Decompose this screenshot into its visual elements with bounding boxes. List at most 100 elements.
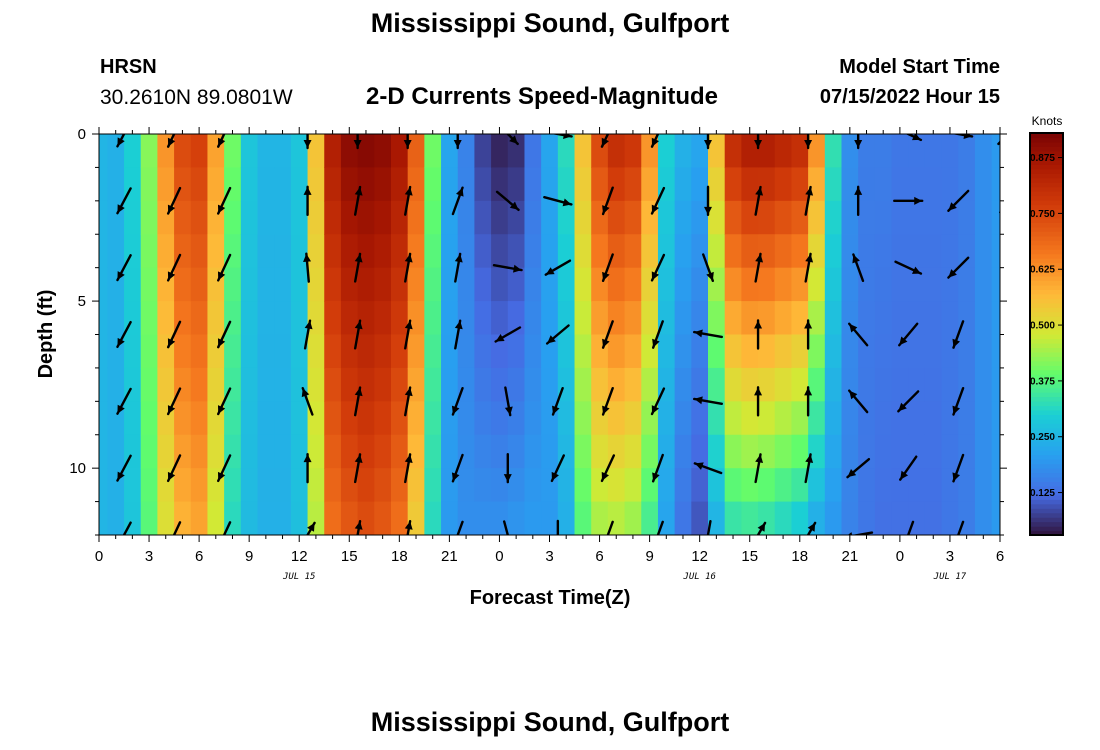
current-vector: [1003, 388, 1011, 416]
heatmap-cell: [290, 134, 309, 169]
heatmap-cell: [841, 501, 859, 535]
heatmap-cell: [99, 267, 108, 302]
heatmap-cell: [274, 501, 292, 535]
heatmap-cell: [457, 234, 476, 269]
heatmap-cell: [841, 468, 859, 503]
heatmap-cell: [841, 401, 859, 436]
heatmap-cell: [190, 267, 209, 302]
vector-head: [651, 204, 660, 214]
heatmap-cell: [657, 267, 676, 302]
heatmap-cell: [708, 401, 726, 436]
heatmap-cell: [407, 468, 425, 503]
heatmap-cell: [357, 501, 375, 535]
colorbar-swatch: [1030, 454, 1063, 460]
heatmap-cell: [324, 267, 342, 302]
vector-head: [805, 187, 814, 196]
vector-head: [1003, 407, 1011, 416]
current-vector: [453, 134, 462, 150]
current-vector: [854, 185, 863, 217]
heatmap-cell: [390, 134, 409, 169]
colorbar-swatch: [1030, 387, 1063, 393]
heatmap-cell: [808, 334, 826, 369]
heatmap-cell: [240, 367, 259, 402]
heatmap-cell: [240, 234, 259, 269]
heatmap-cell: [557, 234, 576, 269]
current-vector: [166, 134, 176, 148]
heatmap-cell: [107, 167, 125, 202]
heatmap-cell: [441, 167, 459, 202]
heatmap-cell: [441, 234, 459, 269]
heatmap-cell: [708, 334, 726, 369]
heatmap-cell: [557, 200, 576, 235]
heatmap-cell: [891, 301, 909, 336]
vector-head: [404, 521, 413, 530]
heatmap-cell: [774, 200, 793, 235]
heatmap-cell: [374, 367, 392, 402]
vector-head: [451, 472, 460, 482]
heatmap-cell: [307, 301, 325, 336]
heatmap-cell: [190, 468, 209, 503]
heatmap-cell: [274, 334, 292, 369]
vector-head: [948, 202, 957, 211]
heatmap-cell: [724, 434, 742, 469]
heatmap-cell: [674, 234, 692, 269]
heatmap-cell: [891, 367, 909, 402]
x-tick-label: 18: [391, 548, 408, 565]
current-vector: [116, 454, 132, 482]
heatmap-cell: [240, 401, 259, 436]
heatmap-cell: [741, 301, 759, 336]
heatmap-cell: [607, 134, 626, 169]
heatmap-cell: [891, 434, 909, 469]
heatmap-cell: [374, 301, 392, 336]
heatmap-cell: [424, 267, 442, 302]
heatmap-cell: [758, 401, 776, 436]
heatmap-cell: [290, 434, 309, 469]
heatmap-cell: [507, 167, 526, 202]
current-vector: [952, 453, 965, 483]
heatmap-cell: [441, 434, 459, 469]
vector-head: [754, 387, 763, 396]
heatmap-cell: [157, 234, 175, 269]
heatmap-cell: [424, 200, 442, 235]
heatmap-cell: [674, 367, 692, 402]
heatmap-cell: [874, 468, 893, 503]
x-tick-label: 6: [195, 548, 203, 565]
heatmap-cell: [99, 367, 108, 402]
heatmap-cell: [340, 301, 359, 336]
heatmap-cell: [591, 367, 609, 402]
heatmap-cell: [991, 501, 1000, 535]
heatmap-cell: [390, 267, 409, 302]
vector-head: [804, 320, 813, 329]
heatmap-cell: [207, 167, 225, 202]
heatmap-cell: [924, 468, 943, 503]
current-vector: [804, 319, 813, 350]
heatmap-cell: [557, 134, 576, 169]
heatmap-cell: [491, 434, 509, 469]
vector-head: [456, 187, 464, 197]
heatmap-cell: [574, 134, 592, 169]
heatmap-cell: [708, 301, 726, 336]
heatmap-cell: [290, 301, 309, 336]
current-vector: [704, 134, 713, 150]
heatmap-cell: [174, 401, 192, 436]
heatmap-cell: [808, 367, 826, 402]
colorbar-swatch: [1030, 374, 1063, 380]
heatmap-cell: [974, 167, 993, 202]
heatmap-cell: [841, 334, 859, 369]
colorbar: 0.125 0.250 0.375 0.500 0.625 0.750 0.875: [1029, 132, 1064, 536]
heatmap-cell: [541, 134, 559, 169]
vector-head: [754, 320, 763, 329]
heatmap-cell: [874, 434, 893, 469]
y-tick-label: 5: [78, 293, 86, 310]
heatmap-cell: [99, 301, 108, 336]
colorbar-swatch: [1030, 186, 1063, 192]
vector-head: [755, 187, 764, 196]
heatmap-cell: [524, 301, 542, 336]
heatmap-cell: [774, 167, 793, 202]
current-vector: [495, 190, 520, 212]
heatmap-cell: [808, 301, 826, 336]
vector-shaft: [122, 521, 132, 535]
heatmap-cell: [724, 234, 742, 269]
x-tick-label: 12: [691, 548, 708, 565]
heatmap-cell: [290, 401, 309, 436]
